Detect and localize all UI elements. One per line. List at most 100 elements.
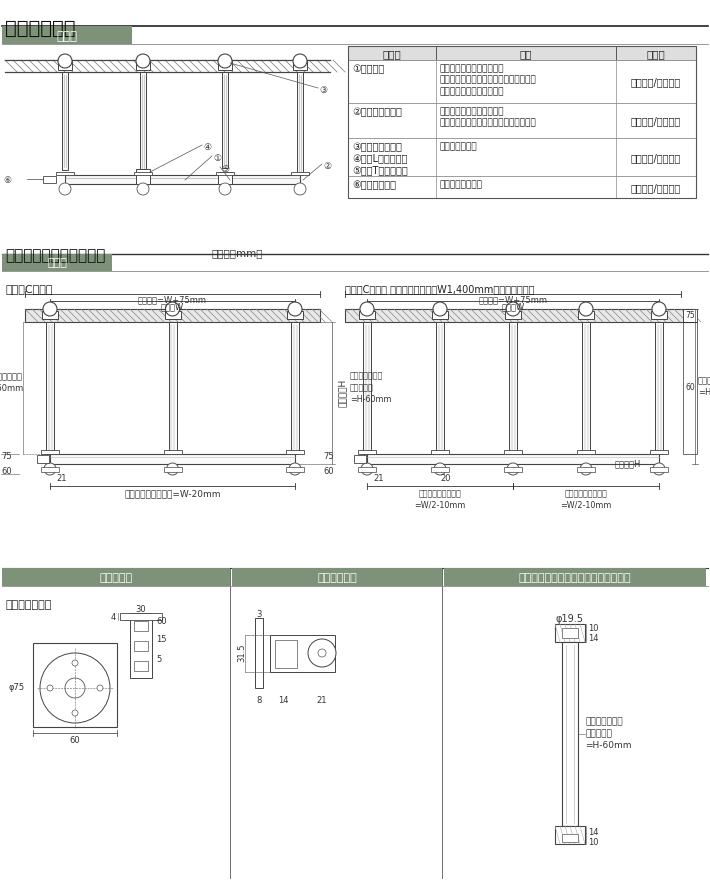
- Bar: [168, 322, 177, 454]
- Circle shape: [289, 463, 301, 475]
- Circle shape: [506, 302, 520, 316]
- Circle shape: [293, 54, 307, 68]
- Circle shape: [294, 183, 306, 195]
- Circle shape: [579, 302, 593, 316]
- Bar: [431, 450, 449, 454]
- Text: 15: 15: [156, 635, 167, 644]
- Bar: [555, 624, 585, 642]
- Text: 8: 8: [256, 696, 262, 705]
- Text: 10: 10: [588, 838, 599, 847]
- Bar: [163, 450, 182, 454]
- Text: 硬質ポリエチレン: 硬質ポリエチレン: [440, 180, 483, 189]
- Text: 製品高さH: 製品高さH: [615, 459, 641, 468]
- Text: 天井付: 天井付: [47, 259, 67, 268]
- Circle shape: [219, 183, 231, 195]
- Bar: [216, 172, 234, 175]
- Text: 5: 5: [156, 655, 161, 664]
- Bar: [163, 467, 182, 472]
- Bar: [354, 455, 366, 463]
- Bar: [136, 169, 150, 184]
- Bar: [582, 322, 590, 454]
- Text: 取付寸法図／部品寸法図: 取付寸法図／部品寸法図: [5, 248, 105, 263]
- Bar: [255, 618, 263, 688]
- Text: 天井吊りポール
カット長さ
=H-60mm: 天井吊りポール カット長さ =H-60mm: [585, 718, 631, 751]
- Circle shape: [308, 639, 336, 667]
- Bar: [134, 641, 148, 651]
- Text: 天井ブラケット: 天井ブラケット: [5, 600, 51, 610]
- Bar: [432, 311, 448, 319]
- Text: 製品と仕上げ: 製品と仕上げ: [5, 19, 75, 38]
- Bar: [348, 60, 696, 103]
- Circle shape: [318, 649, 326, 657]
- Text: ①: ①: [213, 154, 221, 163]
- Bar: [41, 467, 59, 472]
- Bar: [46, 322, 54, 454]
- Text: 75: 75: [324, 452, 334, 461]
- Circle shape: [434, 463, 446, 475]
- Bar: [134, 172, 152, 175]
- Text: 20: 20: [441, 474, 452, 483]
- Circle shape: [58, 54, 72, 68]
- Text: 天井吊りポール
カット長さ
=H-60mm: 天井吊りポール カット長さ =H-60mm: [350, 372, 391, 404]
- Text: 製品幅W: 製品幅W: [161, 302, 184, 311]
- Text: 14: 14: [588, 828, 599, 837]
- Circle shape: [43, 302, 57, 316]
- Text: 14: 14: [278, 696, 288, 705]
- Text: 製品幅W: 製品幅W: [501, 302, 525, 311]
- Bar: [577, 467, 595, 472]
- Bar: [287, 311, 303, 319]
- Text: 天井吊りポール（固定アダプター付）: 天井吊りポール（固定アダプター付）: [519, 573, 631, 583]
- Text: 本体バーカット長さ
=W/2-10mm: 本体バーカット長さ =W/2-10mm: [560, 489, 612, 509]
- Text: 製品外寸
=H+31mm: 製品外寸 =H+31mm: [698, 376, 710, 396]
- Circle shape: [137, 183, 149, 195]
- Circle shape: [167, 463, 178, 475]
- Bar: [358, 450, 376, 454]
- Bar: [651, 311, 667, 319]
- Bar: [286, 467, 304, 472]
- Bar: [555, 826, 585, 844]
- Text: ブラック/ホワイト: ブラック/ホワイト: [631, 78, 681, 87]
- Bar: [232, 568, 442, 586]
- Bar: [505, 311, 521, 319]
- Circle shape: [360, 302, 374, 316]
- Bar: [348, 46, 696, 198]
- Text: 4: 4: [111, 613, 116, 622]
- Circle shape: [288, 302, 302, 316]
- Bar: [293, 61, 307, 70]
- Text: ①本体バー: ①本体バー: [352, 64, 384, 74]
- Text: 60: 60: [324, 467, 334, 476]
- Circle shape: [44, 463, 56, 475]
- Bar: [218, 172, 232, 184]
- Bar: [62, 72, 68, 170]
- Text: 天井付Cタイプ: 天井付Cタイプ: [5, 284, 53, 294]
- Bar: [562, 642, 578, 826]
- Text: 10: 10: [588, 624, 599, 633]
- Text: 本体バーカット長さ=W-20mm: 本体バーカット長さ=W-20mm: [124, 489, 221, 498]
- Bar: [363, 322, 371, 454]
- Text: 3: 3: [256, 610, 262, 619]
- Bar: [41, 450, 59, 454]
- Circle shape: [47, 685, 53, 691]
- Bar: [165, 311, 180, 319]
- Text: 75: 75: [685, 311, 695, 320]
- Bar: [650, 467, 668, 472]
- Text: 21: 21: [317, 696, 327, 705]
- Bar: [509, 322, 517, 454]
- Bar: [33, 643, 117, 727]
- Text: ②天井吊りポール: ②天井吊りポール: [352, 107, 402, 117]
- Text: φ19.5: φ19.5: [556, 614, 584, 624]
- Bar: [683, 309, 697, 322]
- Text: 14: 14: [588, 634, 599, 643]
- Text: 製品高さH: 製品高さH: [338, 379, 347, 407]
- Circle shape: [97, 685, 103, 691]
- Text: ブラック/ホワイト: ブラック/ホワイト: [631, 183, 681, 193]
- Bar: [359, 311, 375, 319]
- Text: ③天井ブラケット
④天井Lジョイント
⑤天井Tジョイント: ③天井ブラケット ④天井Lジョイント ⑤天井Tジョイント: [352, 142, 408, 175]
- Text: ②: ②: [323, 162, 331, 171]
- Text: 天井吊りポールカット長さ
=H-60mm: 天井吊りポールカット長さ =H-60mm: [0, 373, 23, 394]
- Circle shape: [433, 302, 447, 316]
- Bar: [275, 640, 297, 668]
- Circle shape: [40, 653, 110, 723]
- Bar: [358, 467, 376, 472]
- Text: 31.5: 31.5: [238, 644, 246, 662]
